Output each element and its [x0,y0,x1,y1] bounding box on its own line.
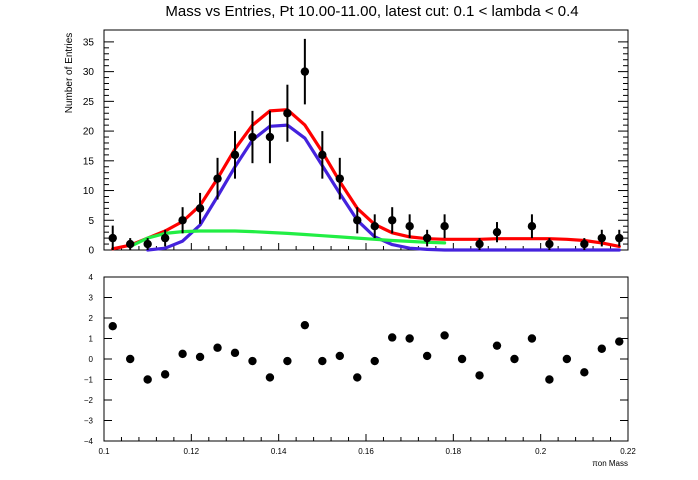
x-tick-label: 0.16 [358,447,374,456]
data-point [335,174,344,183]
residual-point [126,354,135,364]
residual-y-tick-label: 1 [89,335,94,344]
residual-point [510,354,519,364]
residual-point [580,368,589,377]
residual-y-tick-label: −2 [84,396,94,405]
data-point [615,233,624,243]
residual-point [527,334,537,343]
x-tick-label: 0.2 [535,447,547,456]
chart-title: Mass vs Entries, Pt 10.00-11.00, latest … [165,3,578,20]
x-tick-label: 0.18 [446,447,462,456]
residual-point [108,322,117,331]
x-tick-label: 0.14 [271,447,287,456]
residual-point [335,351,344,361]
residual-point [230,348,240,358]
data-point [597,233,606,243]
residual-y-tick-label: −4 [84,437,94,446]
residual-point [405,334,414,343]
y-tick-label: 20 [83,127,95,138]
data-point [195,204,205,213]
residual-point [388,333,397,342]
x-axis-label: πon Mass [592,459,628,468]
fit-panel: 0 5 10 15 20 25 30 35 [83,29,629,257]
data-point [422,233,432,243]
data-point [353,216,362,225]
data-point [545,239,554,249]
residual-y-tick-label: 4 [89,273,94,282]
data-point [265,132,275,142]
data-point [213,174,222,183]
data-point [126,239,135,249]
data-point [492,227,502,237]
data-point [370,222,379,231]
data-point [283,109,292,118]
residual-point [597,344,606,353]
residual-point [562,354,572,364]
residual-point [422,351,432,361]
data-point [405,222,414,231]
data-point [318,150,327,160]
data-point [160,233,170,243]
residual-y-tick-label: 0 [89,355,94,364]
residual-y-tick-label: 3 [89,294,94,303]
data-point [143,239,152,249]
residual-point [213,343,222,352]
y-tick-label: 25 [83,97,95,108]
x-tick-label: 0.22 [620,447,636,456]
data-point [580,239,589,249]
data-point [388,216,397,225]
x-tick-label: 0.1 [98,447,110,456]
residual-point [353,373,362,382]
data-point [440,222,449,231]
x-tick-label: 0.12 [184,447,200,456]
residual-point [318,356,327,366]
residual-point [195,352,205,362]
data-point [108,233,117,243]
residual-panel: −4 −3 −2 −1 0 1 2 3 4 0.1 0.12 0.14 0.16 0.18 0.2 0.22 [84,273,636,456]
residual-point [475,371,484,380]
residual-point [178,349,187,359]
data-point [475,239,484,249]
data-point [248,132,257,142]
data-point [230,150,240,160]
residual-point [283,356,292,366]
data-point [527,222,537,231]
y-tick-label: 30 [83,67,95,78]
y-axis-label: Number of Entries [64,33,75,114]
data-point [178,216,187,225]
residual-y-tick-label: −1 [84,376,94,385]
y-tick-label: 35 [83,37,95,48]
y-tick-label: 10 [83,186,95,197]
residual-point [265,373,275,382]
residual-point [615,337,624,346]
y-tick-label: 5 [88,216,94,227]
bottom-frame [103,276,629,442]
residual-point [300,320,310,330]
residual-point [143,375,152,384]
residual-point [370,356,379,366]
residual-point [160,370,170,379]
y-tick-label: 15 [83,156,95,167]
data-point [300,67,310,76]
residual-y-tick-label: −3 [84,417,94,426]
residual-y-tick-label: 2 [89,314,94,323]
residual-point [545,375,554,384]
residual-point [440,331,449,340]
residual-point [457,354,467,364]
residual-point [248,356,257,366]
residual-point [492,341,502,350]
y-tick-label: 0 [88,246,94,257]
